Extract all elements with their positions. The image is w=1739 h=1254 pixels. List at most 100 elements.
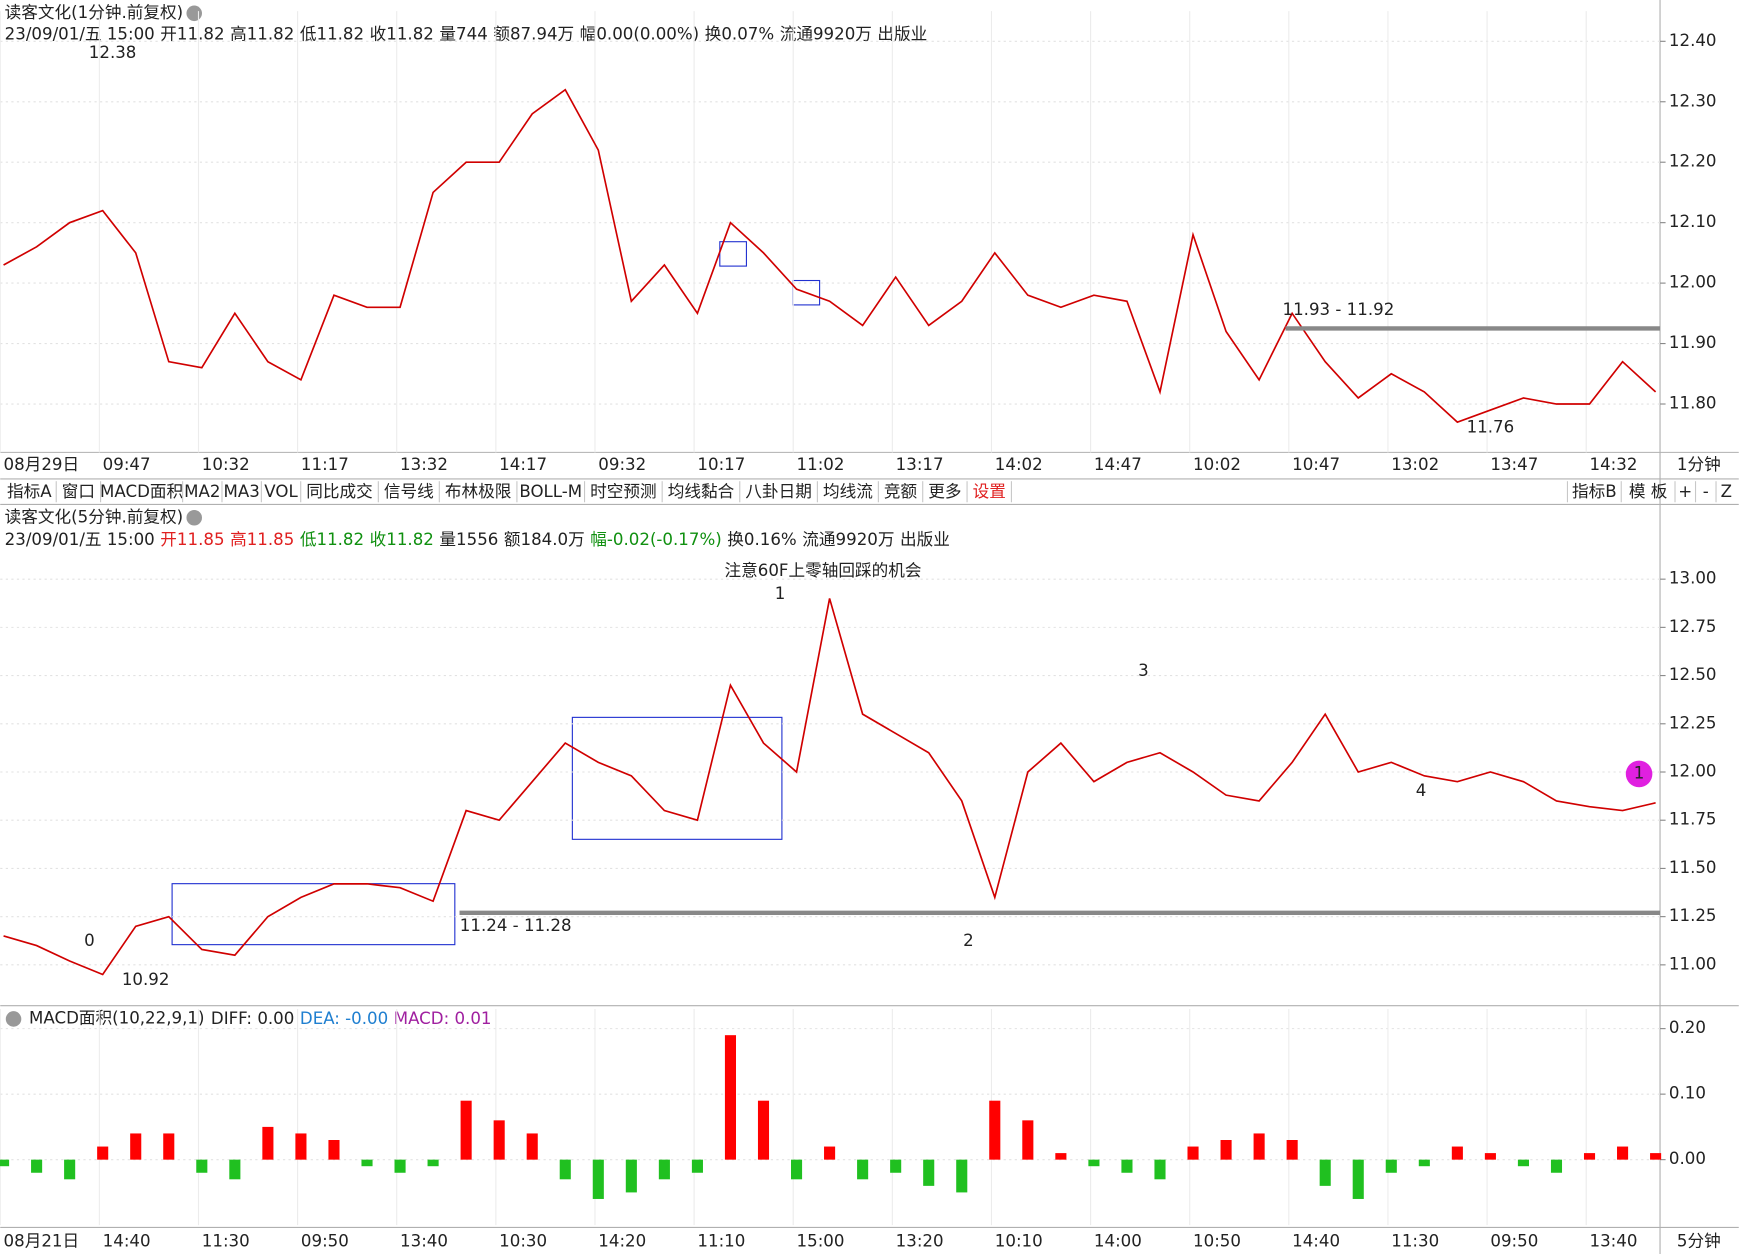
toolbar-item[interactable]: - <box>1703 482 1709 501</box>
y-tick-label: 12.00 <box>1669 762 1717 781</box>
info-item: 高11.85 <box>230 529 294 548</box>
x-tick-label: 14:40 <box>103 1231 151 1250</box>
y-tick-label: 0.10 <box>1669 1084 1706 1103</box>
toolbar-item[interactable]: 信号线 <box>384 482 434 501</box>
macd-bar <box>1055 1153 1067 1160</box>
info-item: 出版业 <box>877 24 927 43</box>
macd-bar <box>1617 1146 1629 1160</box>
y-tick-label: 12.00 <box>1669 273 1717 292</box>
macd-bar <box>163 1133 175 1160</box>
macd-bar <box>1220 1139 1232 1160</box>
x-tick-label: 10:10 <box>995 1231 1043 1250</box>
x-tick-label: 13:40 <box>400 1231 448 1250</box>
toolbar-item[interactable]: 指标A <box>7 482 52 501</box>
info-line: 23/09/01/五 15:00 开11.82 高11.82 低11.82 收11.82… <box>5 24 928 43</box>
toolbar-item[interactable]: + <box>1678 482 1692 501</box>
info-item: 幅0.00(0.00%) <box>580 24 699 43</box>
macd-bar <box>130 1133 142 1160</box>
x-tick-label: 09:32 <box>598 455 646 474</box>
info-item: MACD: 0.01 <box>394 1008 492 1027</box>
x-tick-label: 09:50 <box>301 1231 349 1250</box>
chart-title: MACD面积(10,22,9,1) <box>29 1008 204 1027</box>
annotation: 10.92 <box>122 970 170 989</box>
macd-bar <box>824 1146 836 1160</box>
macd-bar <box>328 1139 340 1160</box>
header-icon <box>186 510 202 526</box>
y-tick-label: 12.10 <box>1669 212 1717 231</box>
y-tick-label: 11.00 <box>1669 954 1717 973</box>
toolbar-item[interactable]: 均线黏合 <box>668 482 735 501</box>
macd-bar <box>791 1159 803 1180</box>
info-item: 23/09/01/五 15:00 <box>5 24 155 43</box>
header-icon <box>186 5 202 22</box>
macd-bar <box>956 1159 968 1193</box>
x-tick-label: 10:30 <box>499 1231 547 1250</box>
info-item: 开11.85 <box>160 529 224 548</box>
annotation: 11.93 - 11.92 <box>1283 300 1395 319</box>
toolbar-item[interactable]: 同比成交 <box>306 482 373 501</box>
macd-bar <box>361 1159 373 1167</box>
toolbar-item[interactable]: BOLL-M <box>519 482 582 501</box>
macd-bar <box>857 1159 869 1180</box>
chart-title: 读客文化(5分钟.前复权) <box>5 507 183 526</box>
info-item: 收11.82 <box>370 24 434 43</box>
x-tick-label: 13:20 <box>896 1231 944 1250</box>
toolbar-item[interactable]: MACD面积 <box>100 482 183 501</box>
macd-bar <box>724 1035 737 1160</box>
macd-bar <box>1154 1159 1166 1180</box>
box <box>571 716 783 840</box>
macd-bar <box>1484 1153 1496 1160</box>
macd-bar <box>658 1159 670 1180</box>
x-tick-label: 14:32 <box>1590 455 1638 474</box>
toolbar-item[interactable]: 更多 <box>928 482 961 501</box>
x-tick-label: 13:17 <box>896 455 944 474</box>
macd-bar <box>1088 1159 1100 1167</box>
macd-bar <box>526 1133 538 1160</box>
toolbar-item[interactable]: Z <box>1721 482 1732 501</box>
macd-bar <box>625 1159 637 1193</box>
toolbar-item[interactable]: 窗口 <box>62 482 95 501</box>
info-item: DEA: -0.00 <box>300 1008 388 1027</box>
annotation: 1 <box>1634 763 1645 782</box>
x-tick-label: 10:47 <box>1292 455 1340 474</box>
y-tick-label: 12.20 <box>1669 152 1717 171</box>
y-tick-label: 11.75 <box>1669 810 1717 829</box>
x-tick-label: 14:40 <box>1292 1231 1340 1250</box>
toolbar-item[interactable]: 设置 <box>973 482 1006 501</box>
macd-bar <box>1418 1159 1430 1167</box>
annotation: 11.76 <box>1467 418 1515 437</box>
macd-bar <box>460 1100 472 1160</box>
toolbar-item[interactable]: 模 板 <box>1629 482 1668 501</box>
y-tick-label: 11.90 <box>1669 333 1717 352</box>
macd-bar <box>1286 1139 1298 1160</box>
info-item: 量1556 <box>439 529 498 548</box>
x-tick-label: 10:02 <box>1193 455 1241 474</box>
x-tick-label: 08月29日 <box>4 455 80 474</box>
toolbar-item[interactable]: 时空预测 <box>590 482 657 501</box>
toolbar-item[interactable]: 布林极限 <box>445 482 512 501</box>
macd-bar <box>1550 1159 1563 1173</box>
macd-bar <box>196 1159 208 1173</box>
macd-bar <box>1650 1153 1662 1160</box>
toolbar-item[interactable]: VOL <box>264 482 298 501</box>
annotation: 1 <box>775 584 786 603</box>
toolbar-item[interactable]: 竞额 <box>884 482 918 501</box>
toolbar-item[interactable]: 八卦日期 <box>745 482 812 501</box>
x-tick-label: 11:30 <box>202 1231 250 1250</box>
macd-bar <box>1187 1146 1199 1160</box>
toolbar-item[interactable]: 指标B <box>1572 482 1617 501</box>
toolbar-item[interactable]: MA2 <box>184 482 220 501</box>
info-item: 额184.0万 <box>504 529 585 548</box>
info-item: 换0.07% <box>705 24 774 43</box>
toolbar-item[interactable]: 均线流 <box>823 482 873 501</box>
toolbar-item[interactable]: MA3 <box>224 482 260 501</box>
macd-bar <box>97 1146 109 1160</box>
x-tick-label: 11:17 <box>301 455 349 474</box>
macd-bar <box>295 1133 307 1160</box>
info-line: DIFF: 0.00 DEA: -0.00 MACD: 0.01 <box>211 1008 492 1027</box>
x-tick-label: 14:17 <box>499 455 547 474</box>
x-tick-label: 11:10 <box>697 1231 745 1250</box>
x-tick-label: 13:40 <box>1590 1231 1638 1250</box>
macd-bar <box>394 1159 406 1173</box>
info-item: 开11.82 <box>160 24 224 43</box>
